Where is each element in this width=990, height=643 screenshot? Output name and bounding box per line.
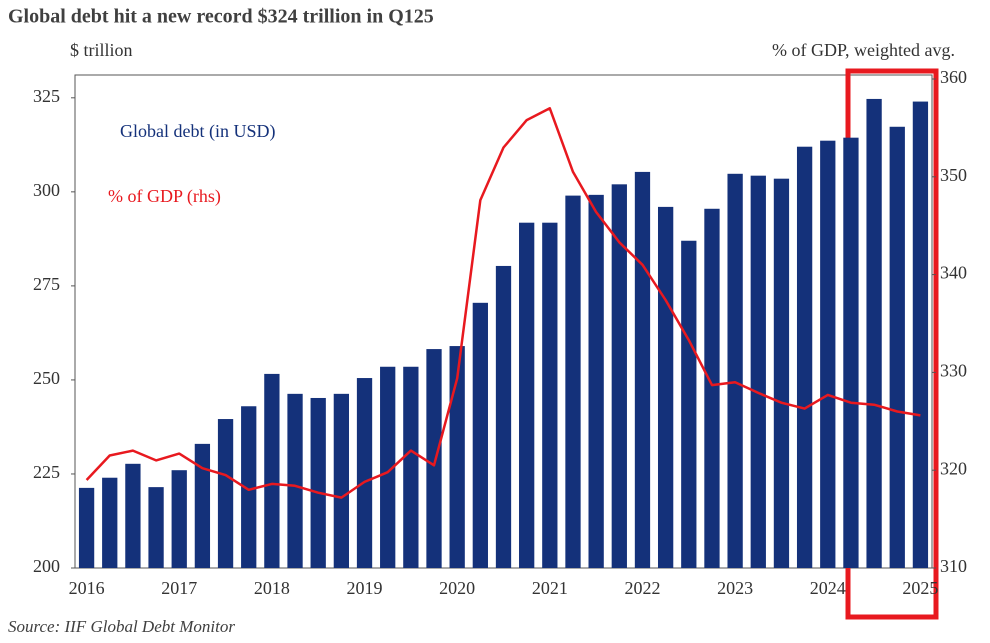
bar <box>843 137 859 568</box>
x-tick-label: 2024 <box>810 578 846 598</box>
bar <box>78 487 95 568</box>
y-tick-label: 250 <box>33 368 60 388</box>
bar <box>912 101 929 569</box>
bar <box>704 208 720 568</box>
bar <box>866 98 882 568</box>
y2-tick-label: 310 <box>940 556 967 576</box>
bar <box>634 171 651 568</box>
y2-tick-label: 320 <box>940 458 967 478</box>
x-tick-label: 2023 <box>717 578 753 598</box>
bar <box>542 222 558 568</box>
bar <box>125 463 141 568</box>
x-tick-label: 2022 <box>624 578 660 598</box>
bar <box>194 443 211 568</box>
bar <box>148 487 164 568</box>
y-tick-label: 325 <box>33 86 60 106</box>
y-tick-label: 275 <box>33 274 60 294</box>
y-axis-label: $ trillion <box>70 40 133 60</box>
bar <box>495 265 512 568</box>
bar <box>611 184 627 569</box>
legend-label: % of GDP (rhs) <box>108 186 221 207</box>
bar <box>356 378 373 568</box>
bar <box>264 373 280 568</box>
legend-label: Global debt (in USD) <box>120 121 275 142</box>
bar <box>796 146 813 568</box>
x-tick-label: 2016 <box>69 578 105 598</box>
y-tick-label: 225 <box>33 462 60 482</box>
x-tick-label: 2020 <box>439 578 475 598</box>
bar <box>820 140 836 569</box>
bar <box>287 393 303 568</box>
bar <box>380 366 396 568</box>
bar <box>102 477 118 568</box>
bar <box>727 173 743 568</box>
bar <box>889 126 905 568</box>
bar <box>519 222 535 568</box>
y2-tick-label: 360 <box>940 67 967 87</box>
x-tick-label: 2025 <box>902 578 938 598</box>
bar <box>750 175 766 568</box>
bar <box>657 206 674 568</box>
y2-tick-label: 340 <box>940 263 967 283</box>
bar <box>241 406 257 568</box>
chart-title: Global debt hit a new record $324 trilli… <box>8 6 434 28</box>
bar <box>171 470 187 568</box>
bar <box>681 240 697 568</box>
y2-axis-label: % of GDP, weighted avg. <box>772 40 955 60</box>
x-tick-label: 2018 <box>254 578 290 598</box>
bar <box>565 195 581 568</box>
source: Source: IIF Global Debt Monitor <box>8 617 235 636</box>
y2-tick-label: 330 <box>940 361 967 381</box>
bar <box>449 346 465 568</box>
bar <box>773 178 790 568</box>
x-tick-label: 2017 <box>161 578 197 598</box>
bar <box>217 419 234 568</box>
line <box>85 107 921 499</box>
bar <box>403 366 419 568</box>
bar <box>333 393 350 568</box>
bar <box>588 194 604 568</box>
bar <box>310 397 326 568</box>
bar <box>426 349 442 568</box>
bar <box>472 302 488 568</box>
y2-tick-label: 350 <box>940 165 967 185</box>
y-tick-label: 200 <box>33 556 60 576</box>
x-tick-label: 2021 <box>532 578 568 598</box>
x-tick-label: 2019 <box>347 578 383 598</box>
y-tick-label: 300 <box>33 180 60 200</box>
